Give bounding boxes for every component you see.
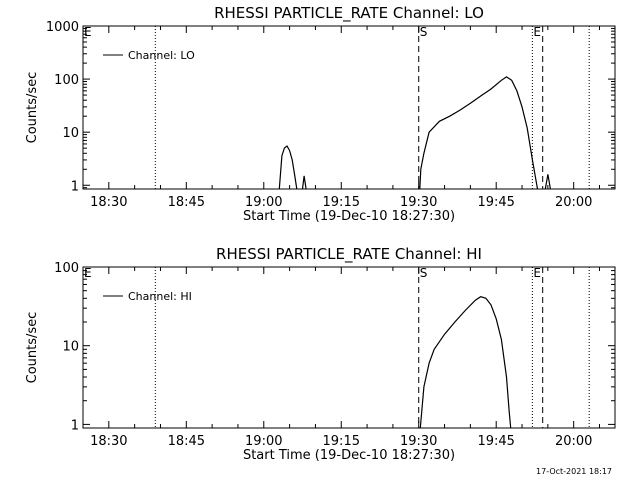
edge-marker-label: E <box>84 266 92 280</box>
x-axis-label: Start Time (19-Dec-10 18:27:30) <box>243 209 455 224</box>
series <box>278 76 551 190</box>
y-tick-label: 10 <box>62 340 79 355</box>
axes-frame <box>82 266 616 429</box>
legend: Channel: HI <box>103 290 192 303</box>
edge-marker-label: E <box>84 25 92 39</box>
series-line <box>278 145 298 190</box>
x-tick-label: 19:15 <box>323 434 360 449</box>
y-axis: 1 10 100 1000 <box>46 20 615 194</box>
legend-label: Channel: HI <box>128 290 192 303</box>
y-tick-label: 1 <box>71 418 79 433</box>
x-axis-label: Start Time (19-Dec-10 18:27:30) <box>243 448 455 463</box>
y-tick-label: 10 <box>62 126 79 141</box>
x-axis: 18:30 18:45 19:00 19:15 19:30 19:45 20:00 <box>82 267 601 449</box>
marker-label: S <box>420 25 428 39</box>
panel-0: RHESSI PARTICLE_RATE Channel: LO 1 10 100 10… <box>25 4 616 224</box>
x-tick-label: 19:30 <box>400 195 437 210</box>
series-line <box>544 174 551 190</box>
y-tick-label: 1 <box>71 179 79 194</box>
series <box>419 296 512 429</box>
marker-label: E <box>533 266 541 280</box>
x-axis: 18:30 18:45 19:00 19:15 19:30 19:45 20:00 <box>82 26 601 210</box>
legend: Channel: LO <box>103 49 195 62</box>
y-axis-label: Counts/sec <box>25 312 40 384</box>
x-tick-label: 20:00 <box>555 195 592 210</box>
series-line <box>301 175 307 190</box>
x-tick-label: 20:00 <box>555 434 592 449</box>
x-tick-label: 18:45 <box>168 434 205 449</box>
x-tick-label: 19:00 <box>245 434 282 449</box>
marker-label: S <box>420 266 428 280</box>
chart-title: RHESSI PARTICLE_RATE Channel: HI <box>216 245 482 264</box>
y-tick-label: 100 <box>54 73 79 88</box>
panel-1: RHESSI PARTICLE_RATE Channel: HI11010018… <box>25 245 616 463</box>
x-tick-label: 19:00 <box>245 195 282 210</box>
timestamp: 17-Oct-2021 18:17 <box>536 467 612 476</box>
event-markers: S EE <box>84 266 590 428</box>
legend-label: Channel: LO <box>128 49 195 62</box>
axes-frame <box>82 25 616 190</box>
chart-title: RHESSI PARTICLE_RATE Channel: LO <box>214 4 484 23</box>
x-tick-label: 19:45 <box>477 195 514 210</box>
y-tick-label: 100 <box>54 261 79 276</box>
x-tick-label: 19:45 <box>477 434 514 449</box>
x-tick-label: 19:15 <box>323 195 360 210</box>
y-axis: 1 10 100 <box>54 261 615 433</box>
x-tick-label: 19:30 <box>400 434 437 449</box>
x-tick-label: 18:30 <box>90 195 127 210</box>
x-tick-label: 18:30 <box>90 434 127 449</box>
y-axis-label: Counts/sec <box>25 72 40 144</box>
y-tick-label: 1000 <box>46 20 79 35</box>
series-line <box>419 76 539 190</box>
marker-label: E <box>533 25 541 39</box>
series-line <box>419 296 512 429</box>
x-tick-label: 18:45 <box>168 195 205 210</box>
